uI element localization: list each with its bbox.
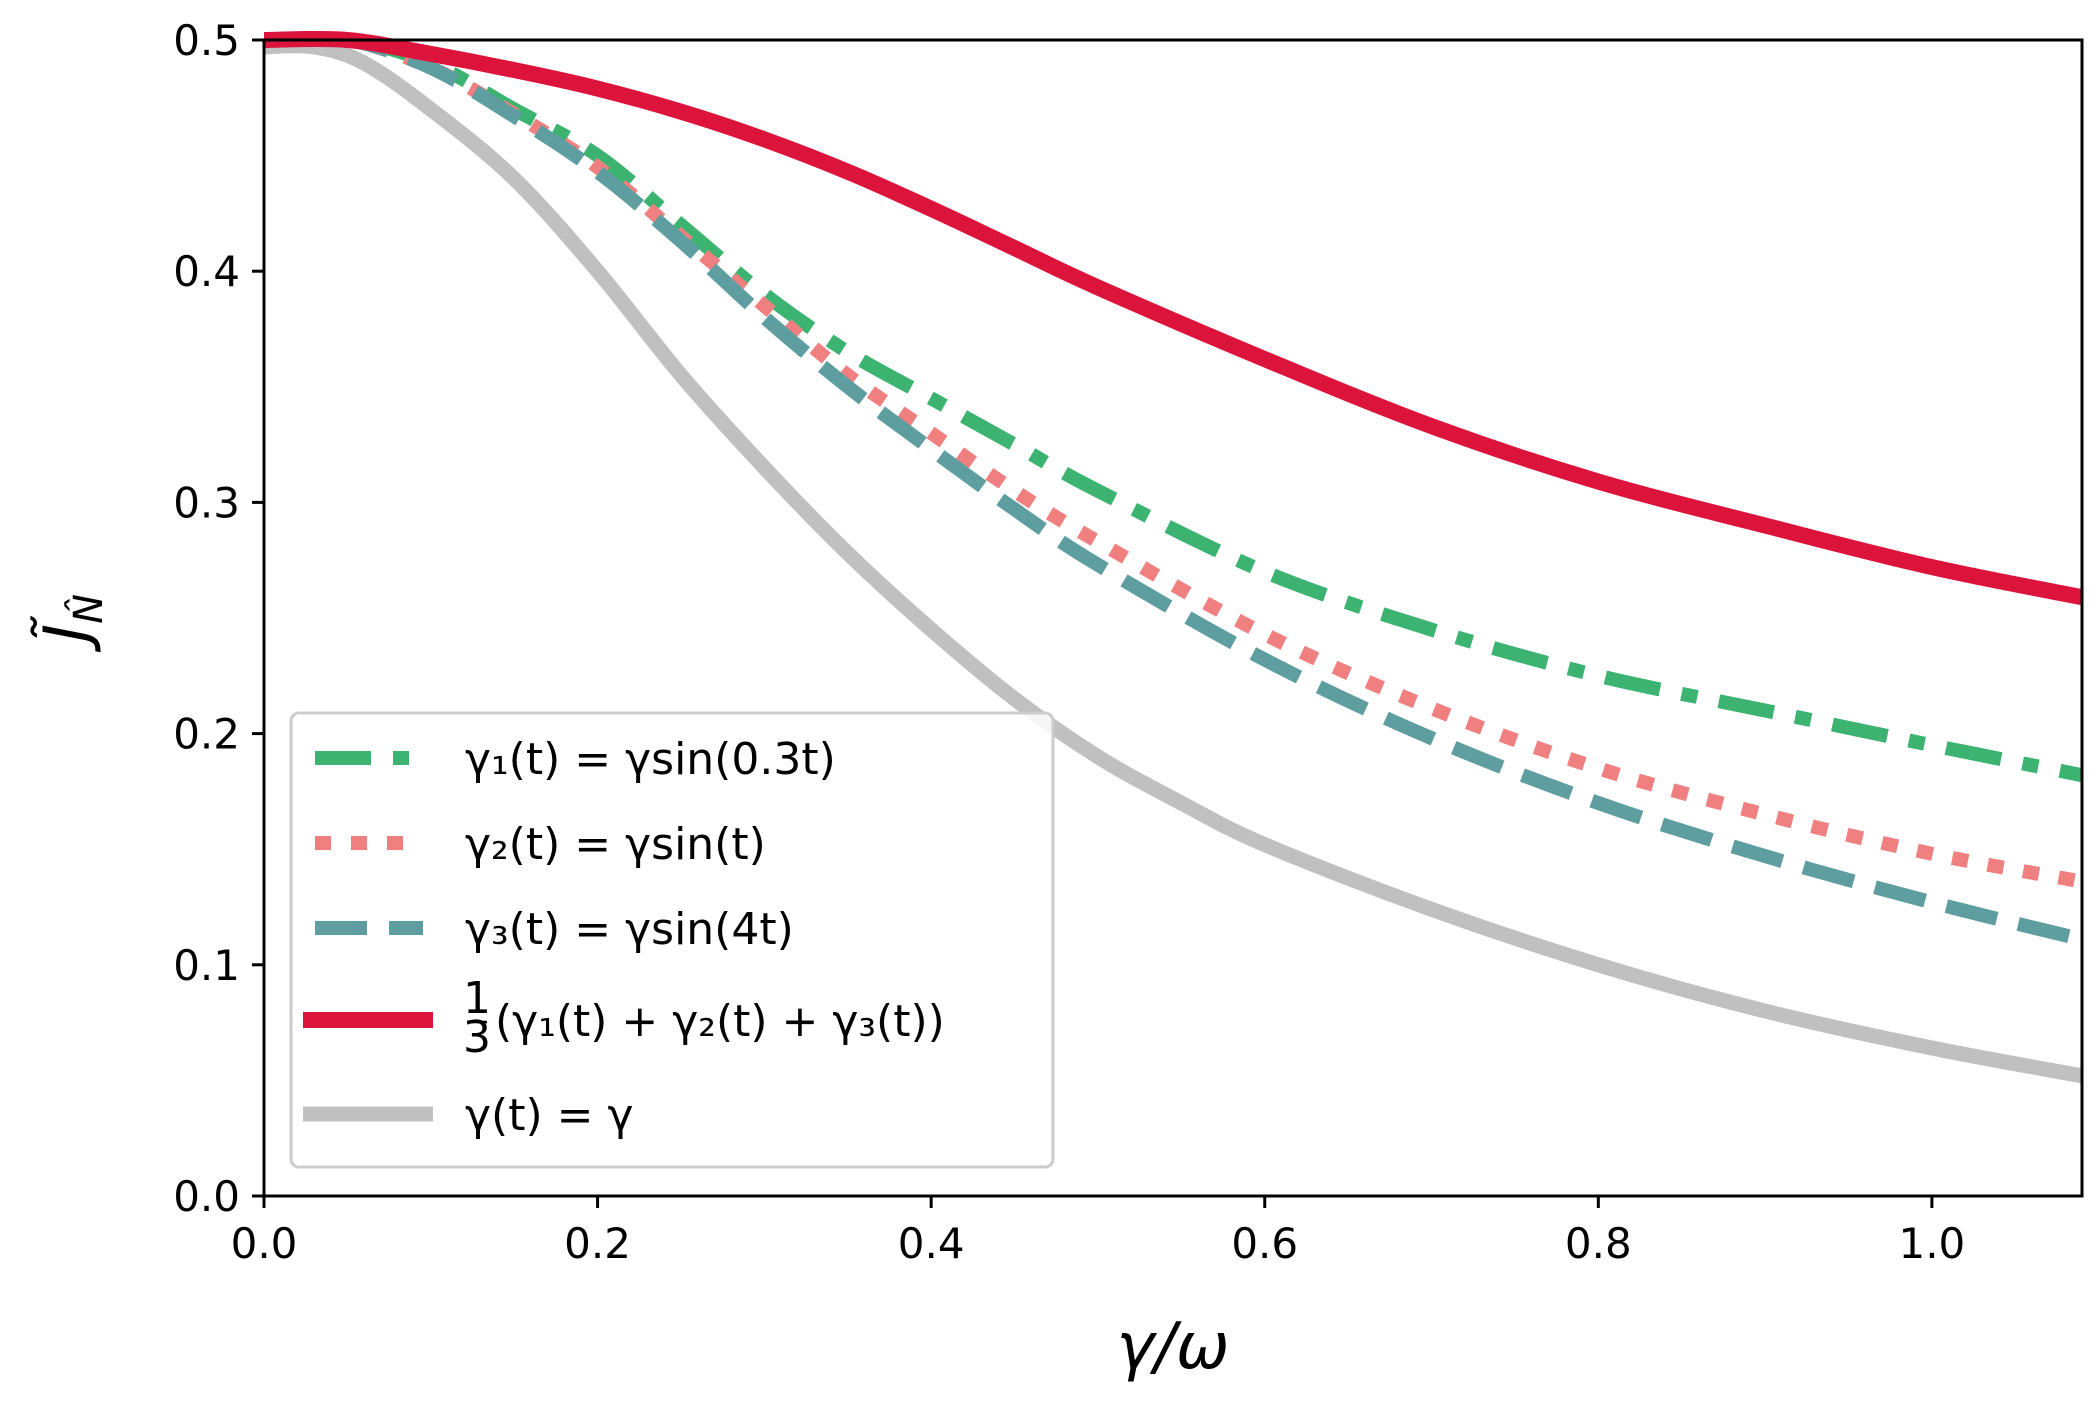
y-tick-label: 0.5 <box>173 16 240 65</box>
x-tick-label: 0.8 <box>1565 1219 1632 1268</box>
x-tick-label: 0.2 <box>564 1219 631 1268</box>
legend-fraction-denominator: 3 <box>463 1012 491 1063</box>
x-tick-label: 1.0 <box>1898 1219 1965 1268</box>
y-axis-title: J̃N̂ <box>30 594 112 653</box>
x-ticks: 0.0 0.2 0.4 0.6 0.8 1.0 <box>231 1196 1965 1268</box>
legend-label-gamma1: γ₁(t) = γsin(0.3t) <box>465 734 836 785</box>
y-tick-label: 0.4 <box>173 247 240 296</box>
plot-frame <box>262 38 2084 1198</box>
legend-fraction-numerator: 1 <box>463 973 491 1024</box>
x-tick-label: 0.6 <box>1231 1219 1298 1268</box>
y-tick-label: 0.2 <box>173 710 240 759</box>
legend: γ₁(t) = γsin(0.3t) γ₂(t) = γsin(t) γ₃(t)… <box>289 711 1055 1169</box>
legend-label-average: (γ₁(t) + γ₂(t) + γ₃(t)) <box>495 996 945 1047</box>
x-axis-title: γ/ω <box>1116 1310 1229 1384</box>
y-ticks: 0.0 0.1 0.2 0.3 0.4 0.5 <box>173 16 264 1221</box>
series-constant <box>264 38 2082 1084</box>
legend-label-gamma2: γ₂(t) = γsin(t) <box>465 819 766 870</box>
y-tick-label: 0.3 <box>173 478 240 527</box>
x-tick-label: 0.0 <box>231 1219 298 1268</box>
series-layer <box>264 30 2082 1084</box>
legend-label-gamma3: γ₃(t) = γsin(4t) <box>465 904 794 955</box>
series-gamma1 <box>264 31 2082 783</box>
y-tick-label: 0.1 <box>173 941 240 990</box>
y-tick-label: 0.0 <box>173 1172 240 1221</box>
series-average <box>264 30 2082 606</box>
y-axis-title-subscript: N̂ <box>64 594 112 624</box>
legend-box <box>289 711 1055 1169</box>
legend-label-constant: γ(t) = γ <box>465 1090 634 1141</box>
x-tick-label: 0.4 <box>898 1219 965 1268</box>
svg-text:J̃N̂: J̃N̂ <box>30 594 112 653</box>
series-gamma3 <box>264 30 2082 947</box>
